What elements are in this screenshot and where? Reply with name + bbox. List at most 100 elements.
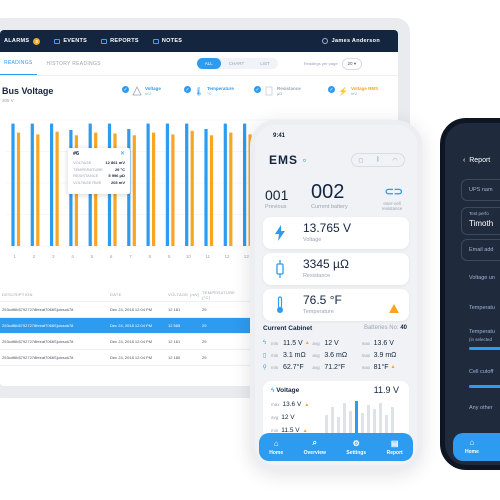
bar-voltage-rms[interactable] — [171, 134, 175, 246]
user-menu[interactable]: James Anderson — [321, 38, 380, 44]
previous-battery-number[interactable]: 001 — [265, 187, 289, 203]
bar-voltage-rms[interactable] — [209, 135, 214, 246]
top-navigation: ALARMS 3 EVENTS REPORTS NOTES Jame — [0, 30, 398, 52]
bar-voltage-rms[interactable] — [229, 132, 233, 246]
readings-per-page-select[interactable]: 20 ▾ — [341, 57, 363, 70]
bar-voltage[interactable] — [243, 123, 247, 246]
metric-voltage[interactable]: ✓ Voltage mV — [122, 86, 161, 96]
tooltip-row-value: 29 °C — [114, 166, 125, 172]
ups-name-field[interactable] — [461, 179, 500, 201]
warning-icon — [132, 86, 142, 96]
temperature-unit-label: Temperatu — [469, 305, 495, 311]
home-icon: ⌂ — [273, 438, 279, 448]
table-header: DESCRIPTION DATE VOLTAGE (mV) TEMPERATUR… — [0, 288, 398, 302]
wifi-icon[interactable]: ◠ — [392, 157, 398, 164]
stat-key: avg — [271, 415, 279, 420]
email-field[interactable] — [461, 239, 500, 261]
metric-temperature[interactable]: ✓ 🌡 Temperature °C — [184, 86, 234, 96]
metric-voltage-rms[interactable]: ✓ ⚡ Voltage RMS mV — [328, 86, 378, 96]
x-tick-label: 10 — [186, 254, 192, 259]
tab-settings[interactable]: ⚙ Settings — [346, 439, 366, 456]
nav-reports[interactable]: REPORTS — [101, 38, 139, 44]
bluetooth-icon[interactable]: ᛒ — [376, 157, 380, 163]
tab-settings-label: Settings — [346, 449, 367, 456]
tab-overview[interactable]: ⌕ Overview — [304, 438, 326, 456]
x-tick-label: 13 — [244, 254, 250, 259]
resistance-card[interactable]: 3345 µΩ Resistance — [263, 253, 409, 285]
temperature-stats-row: ǫ min 62.7°F avg 71.2°F max 81°F ▲ — [263, 361, 411, 373]
column-description[interactable]: DESCRIPTION — [2, 292, 33, 297]
bar-voltage[interactable] — [11, 123, 15, 246]
test-performer-field[interactable] — [461, 207, 500, 235]
thermometer-icon — [273, 296, 287, 314]
phone-screen: 9:41 EMS ◦ ◻ ᛒ ◠ 001 Previous 002 Curren… — [255, 125, 417, 465]
bar-voltage[interactable] — [223, 123, 227, 246]
table-row[interactable]: 253cdf6b57927278feeaf7066Sjuicsok78 Dec … — [0, 350, 398, 366]
cell-voltage: 12 181 — [168, 307, 181, 312]
column-temperature[interactable]: TEMPERATURE (°C) — [202, 289, 236, 300]
bar-voltage-rms[interactable] — [190, 130, 194, 246]
stat-key: avg — [312, 340, 320, 346]
bar-voltage-rms[interactable] — [152, 132, 156, 246]
cabinet-title: Current Cabinet — [263, 325, 313, 332]
temperature-slider[interactable] — [469, 347, 500, 350]
filter-all[interactable]: ALL — [196, 58, 221, 69]
nav-notes[interactable]: NOTES — [152, 38, 182, 44]
spark-bar — [385, 415, 388, 439]
bar-voltage[interactable] — [185, 123, 189, 246]
resistor-icon — [264, 86, 274, 96]
check-icon: ✓ — [184, 86, 191, 93]
bar-voltage-rms[interactable] — [55, 131, 59, 246]
tab-home[interactable]: ⌂ Home — [465, 438, 479, 455]
bar-voltage-rms[interactable] — [16, 132, 21, 246]
table-row[interactable]: 253cdf6b57927278feeaf7066Sjuicsok78 Dec … — [0, 334, 398, 350]
cell-description: 253cdf6b57927278feeaf7066Sjuicsok78 — [2, 355, 74, 360]
metric-voltage-label: Voltage — [145, 86, 161, 91]
cell-voltage: 12 180 — [168, 355, 181, 360]
column-voltage[interactable]: VOLTAGE (mV) — [168, 292, 200, 297]
sub-navigation: READINGS HISTORY READINGS ALL CHART LIST… — [0, 52, 398, 76]
tooltip-row: RESISTANCE 5 996 µΩ — [73, 173, 125, 178]
notes-icon — [152, 38, 159, 44]
temperature-card[interactable]: 76.5 °F Temperature — [263, 289, 409, 321]
cell-cutoff-slider[interactable] — [469, 385, 500, 388]
nav-events[interactable]: EVENTS — [54, 38, 87, 44]
tab-readings[interactable]: READINGS — [0, 52, 37, 75]
stat-value: 71.2°F — [324, 363, 346, 371]
bar-voltage[interactable] — [50, 123, 54, 246]
column-date[interactable]: DATE — [110, 292, 122, 297]
tab-history-readings[interactable]: HISTORY READINGS — [46, 60, 101, 67]
stat-value: 3.9 mΩ — [373, 351, 397, 359]
nav-alarms[interactable]: ALARMS 3 — [4, 37, 41, 45]
bar-voltage-rms[interactable] — [36, 134, 40, 246]
table-row[interactable]: 253cdf6b57927278feeaf7066Sjuicsok78 Dec … — [0, 302, 398, 318]
filter-chart[interactable]: CHART — [228, 61, 245, 66]
tab-home-label: Home — [269, 449, 284, 456]
previous-battery-label: Previous — [265, 204, 287, 210]
other-notes-label: Any other — [469, 405, 493, 411]
x-tick-label: 3 — [52, 254, 55, 259]
metric-resistance[interactable]: ✓ Resistance µΩ — [254, 86, 301, 96]
link-icon[interactable]: ⊂⊃ — [384, 186, 403, 198]
voltage-card[interactable]: 13.765 V Voltage — [263, 217, 409, 249]
bar-voltage[interactable] — [30, 123, 34, 246]
tab-home[interactable]: ⌂ Home — [269, 439, 283, 456]
bar-voltage-rms[interactable] — [132, 135, 136, 246]
bar-voltage[interactable] — [146, 123, 150, 246]
ems-logo: EMS ◦ — [269, 153, 308, 167]
bar-voltage[interactable] — [204, 129, 208, 246]
batteries-count: Batteries No: 40 — [364, 325, 407, 331]
chart-header: Bus Voltage 305 V ✓ Voltage mV ✓ 🌡 Temper… — [0, 84, 398, 108]
tab-report[interactable]: ▤ Report — [387, 439, 403, 456]
resistance-value: 3345 µΩ — [303, 257, 349, 271]
resistor-icon — [273, 260, 287, 278]
notification-icon[interactable]: ◻ — [358, 157, 364, 164]
lightning-icon: ⚡ — [338, 86, 348, 96]
spark-bar — [343, 403, 346, 439]
close-icon[interactable]: ✕ — [119, 151, 125, 157]
filter-list[interactable]: LIST — [260, 61, 270, 66]
bar-voltage[interactable] — [165, 123, 170, 246]
back-icon[interactable]: ‹ — [463, 157, 466, 164]
bottom-tabbar: ⌂ Home ⌕ Overview ⚙ Settings ▤ Report — [259, 433, 413, 461]
cabinet-stats: ϟ min 11.5 V ▲ avg 12 V max 13.6 V ▯ min 3.1 mΩ… — [263, 337, 411, 373]
